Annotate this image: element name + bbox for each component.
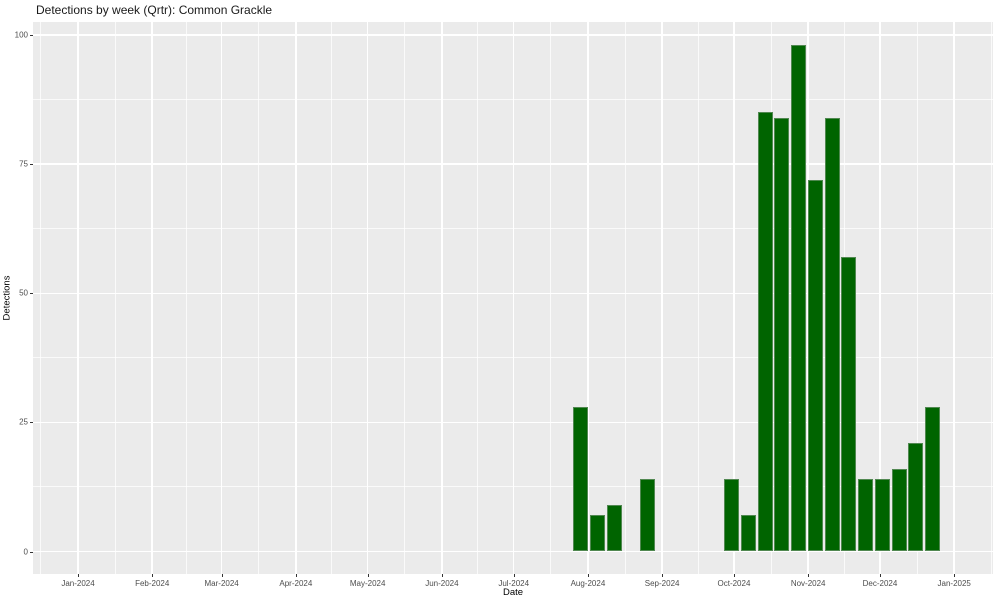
x-tick-label: Jul-2024 [498,579,530,588]
x-tick-label: May-2024 [349,579,386,588]
x-tick-mark [587,574,589,577]
x-gridline-major [953,22,955,574]
bar [791,45,807,552]
chart-title: Detections by week (Qrtr): Common Grackl… [36,3,273,17]
x-gridline-major [661,22,663,574]
x-gridline-minor [916,22,918,574]
x-tick-label: Mar-2024 [204,579,239,588]
x-gridline-minor [40,22,42,574]
x-gridline-major [220,22,223,574]
x-gridline-minor [186,22,188,574]
x-tick-label: Jan-2024 [61,579,95,588]
y-axis-title: Detections [1,275,13,321]
x-gridline-major [366,22,369,574]
x-tick-label: Apr-2024 [279,579,313,588]
x-tick-mark [879,574,881,577]
x-gridline-major [879,22,881,574]
x-gridline-major [733,22,735,574]
bar [606,505,622,552]
bar [589,515,605,552]
bar [908,443,924,552]
y-tick-mark [30,293,33,295]
bar [807,179,823,552]
bar [573,406,589,552]
x-tick-mark [808,574,810,577]
x-gridline-minor [990,22,992,574]
bar [925,406,941,552]
x-gridline-major [295,22,297,574]
x-gridline-major [512,22,515,574]
x-gridline-minor [624,22,626,574]
bar [891,468,907,552]
bar [640,479,656,552]
x-tick-label: Nov-2024 [790,579,826,588]
y-tick-label: 75 [19,159,28,169]
x-tick-label: Oct-2024 [717,579,751,588]
y-tick-mark [30,35,33,36]
x-tick-mark [441,574,443,577]
y-tick-label: 25 [19,417,28,427]
bar [874,479,890,552]
x-gridline-minor [697,22,699,574]
y-tick-mark [30,164,33,166]
bar [858,479,874,552]
x-tick-mark [295,574,297,577]
x-tick-label: Sep-2024 [644,579,680,588]
x-tick-mark [513,574,515,577]
x-tick-mark [954,574,956,577]
x-tick-mark [78,574,79,577]
bar [740,515,756,552]
x-tick-mark [662,574,664,577]
x-gridline-minor [477,22,479,574]
x-tick-mark [152,574,154,577]
x-tick-label: Jun-2024 [425,579,459,588]
x-gridline-minor [550,22,552,574]
y-tick-mark [30,422,33,424]
x-gridline-major [587,22,589,574]
x-gridline-minor [331,22,333,574]
y-tick-label: 0 [23,547,28,556]
x-tick-label: Feb-2024 [135,579,170,588]
bar [724,479,740,552]
plot-panel [33,22,993,574]
x-gridline-major [77,22,79,574]
x-gridline-major [441,22,443,574]
x-tick-mark [367,574,369,577]
x-tick-label: Dec-2024 [862,579,898,588]
x-tick-label: Jan-2025 [937,579,971,588]
x-axis-title: Date [502,587,524,598]
x-tick-label: Aug-2024 [570,579,606,588]
x-gridline-minor [114,22,116,574]
bar [774,117,790,552]
bar [841,257,857,552]
bar [824,117,840,552]
x-tick-mark [221,574,223,577]
x-gridline-minor [258,22,260,574]
y-tick-mark [30,551,33,553]
bar [757,112,773,552]
x-tick-mark [733,574,735,577]
y-tick-label: 50 [19,288,28,298]
y-tick-label: 100 [14,30,28,40]
x-gridline-major [151,22,153,574]
x-gridline-minor [404,22,406,574]
